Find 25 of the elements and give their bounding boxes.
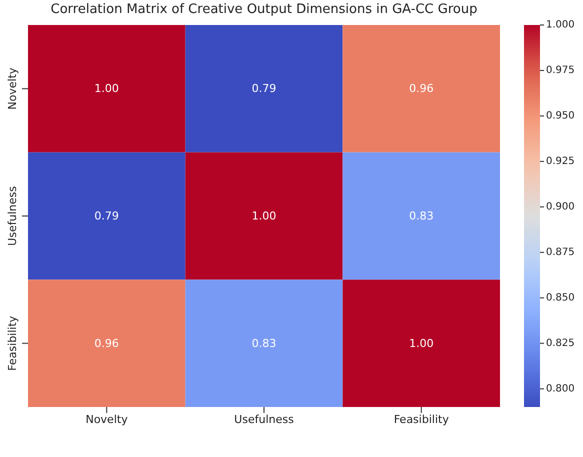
data-label: 1.00 (252, 210, 276, 222)
data-label: 0.83 (409, 210, 434, 222)
x-tick-label: Novelty (86, 412, 128, 426)
y-tick-label: Feasibility (6, 315, 19, 371)
color-bar-label: 0.875 (546, 246, 575, 258)
data-label: 0.79 (94, 210, 119, 222)
data-label: 0.96 (409, 82, 434, 96)
color-bar-label: 0.975 (546, 64, 575, 76)
color-bar-label: 0.925 (546, 156, 575, 167)
x-tick-label: Feasibility (394, 412, 450, 426)
y-tick-label: Usefulness (6, 186, 19, 246)
color-bar-label: 0.900 (546, 201, 575, 212)
data-label: 1.00 (409, 336, 434, 350)
color-bar-label: 1.000 (546, 20, 575, 30)
color-bar-label: 0.800 (546, 383, 575, 394)
y-tick-label: Novelty (6, 67, 19, 110)
color-bar-label: 0.825 (546, 338, 575, 349)
data-label: 0.96 (94, 336, 119, 350)
chart-title: Correlation Matrix of Creative Output Dimensions in GA-CC Group (50, 2, 478, 17)
data-label: 0.83 (252, 336, 276, 350)
data-label: 0.79 (252, 82, 276, 96)
color-bar-label: 0.950 (546, 110, 575, 122)
color-bar-label: 0.850 (546, 292, 575, 304)
x-tick-label: Usefulness (234, 412, 294, 426)
data-label: 1.00 (94, 82, 119, 96)
